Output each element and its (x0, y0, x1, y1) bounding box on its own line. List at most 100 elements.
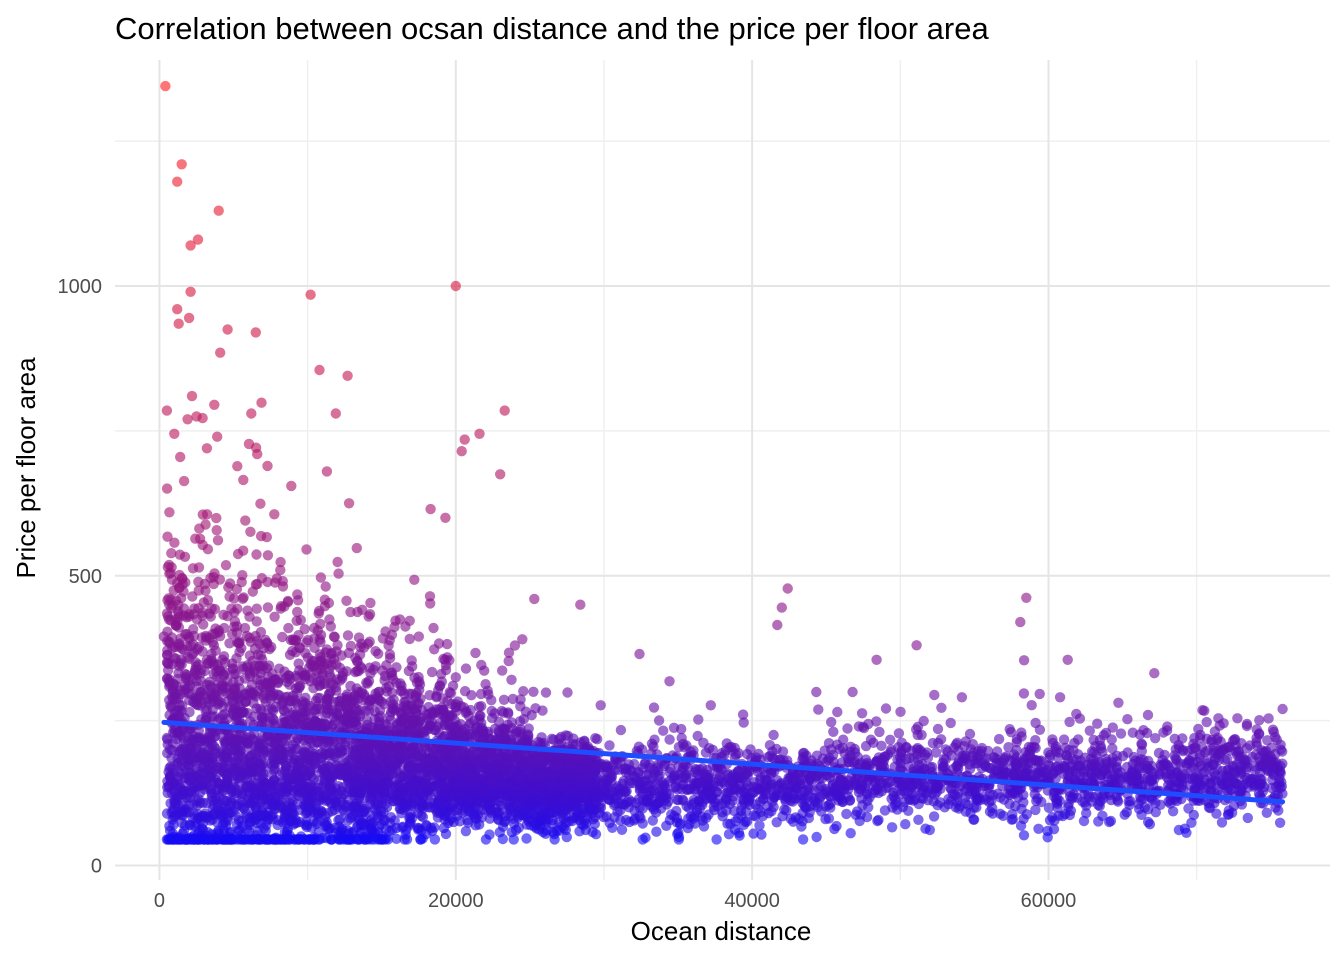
data-point (380, 823, 392, 835)
data-point (351, 542, 362, 554)
data-point (354, 649, 366, 660)
data-point (1093, 816, 1104, 827)
data-point (607, 822, 618, 833)
data-point (200, 519, 211, 530)
data-point (271, 573, 282, 584)
data-point (1177, 733, 1188, 744)
data-point (174, 549, 186, 560)
data-point (350, 801, 362, 812)
data-point (623, 775, 635, 787)
data-point (255, 530, 267, 542)
data-point (470, 820, 481, 831)
data-point (928, 811, 940, 822)
data-point (319, 594, 330, 605)
data-point (987, 802, 998, 814)
data-point (771, 743, 782, 755)
data-point (1003, 742, 1014, 753)
data-point (826, 716, 837, 728)
data-point (845, 828, 856, 839)
data-point (738, 717, 749, 728)
data-point (856, 708, 868, 719)
data-point (450, 672, 461, 683)
data-point (615, 724, 627, 736)
data-point (1251, 732, 1262, 744)
data-point (439, 731, 450, 742)
data-point (1011, 737, 1022, 748)
data-point (929, 689, 940, 701)
data-point (279, 712, 290, 724)
data-point (480, 679, 491, 690)
data-point (333, 568, 344, 579)
data-point (1018, 830, 1030, 841)
data-point (357, 604, 368, 615)
data-point (1173, 778, 1185, 789)
data-point (886, 822, 898, 833)
data-point (376, 794, 388, 805)
data-point (269, 509, 280, 520)
data-point (924, 824, 935, 836)
data-point (1018, 688, 1030, 699)
data-point (811, 686, 822, 698)
data-point (277, 631, 288, 643)
data-point (590, 829, 602, 840)
data-point (294, 762, 306, 774)
data-point (595, 700, 606, 711)
data-point (1242, 812, 1254, 824)
data-point (238, 545, 249, 556)
data-point (470, 647, 481, 659)
data-point (932, 723, 944, 735)
data-point (330, 715, 341, 726)
data-point (647, 815, 658, 826)
data-point (1201, 716, 1212, 728)
data-point (1267, 767, 1278, 779)
data-point (479, 665, 490, 676)
data-point (238, 474, 249, 486)
data-point (1047, 734, 1058, 745)
data-point (841, 808, 852, 820)
data-point (429, 834, 441, 845)
data-point (537, 705, 548, 716)
data-point (231, 583, 243, 595)
data-points (158, 80, 1288, 845)
data-point (518, 686, 529, 697)
data-point (1098, 730, 1110, 741)
data-point (1189, 742, 1201, 754)
data-point (590, 733, 601, 744)
data-point (332, 640, 343, 651)
data-point (211, 512, 222, 524)
data-point (842, 723, 853, 734)
data-point (466, 690, 477, 701)
data-point (324, 614, 335, 625)
plot-grid (115, 60, 1330, 880)
data-point (435, 680, 446, 691)
data-point (692, 730, 703, 742)
data-point (1254, 715, 1265, 726)
data-point (208, 578, 219, 590)
data-point (521, 833, 532, 844)
data-point (1111, 750, 1123, 761)
data-point (825, 802, 836, 813)
data-point (737, 709, 749, 720)
data-point (682, 762, 694, 773)
data-point (256, 397, 267, 408)
data-point (506, 674, 517, 685)
data-point (191, 614, 203, 625)
data-point (328, 631, 340, 642)
data-point (315, 572, 327, 583)
data-point (901, 742, 912, 753)
data-point (993, 733, 1005, 745)
data-point (936, 702, 947, 713)
data-point (320, 581, 331, 592)
data-point (975, 794, 986, 806)
data-point (1016, 727, 1027, 738)
data-point (301, 820, 313, 831)
data-point (444, 655, 455, 666)
data-point (930, 747, 942, 758)
data-point (1026, 700, 1037, 711)
chart-title: Correlation between ocsan distance and t… (115, 11, 989, 46)
data-point (517, 634, 528, 645)
data-point (205, 611, 216, 622)
data-point (1053, 752, 1064, 763)
data-point (1271, 734, 1283, 746)
